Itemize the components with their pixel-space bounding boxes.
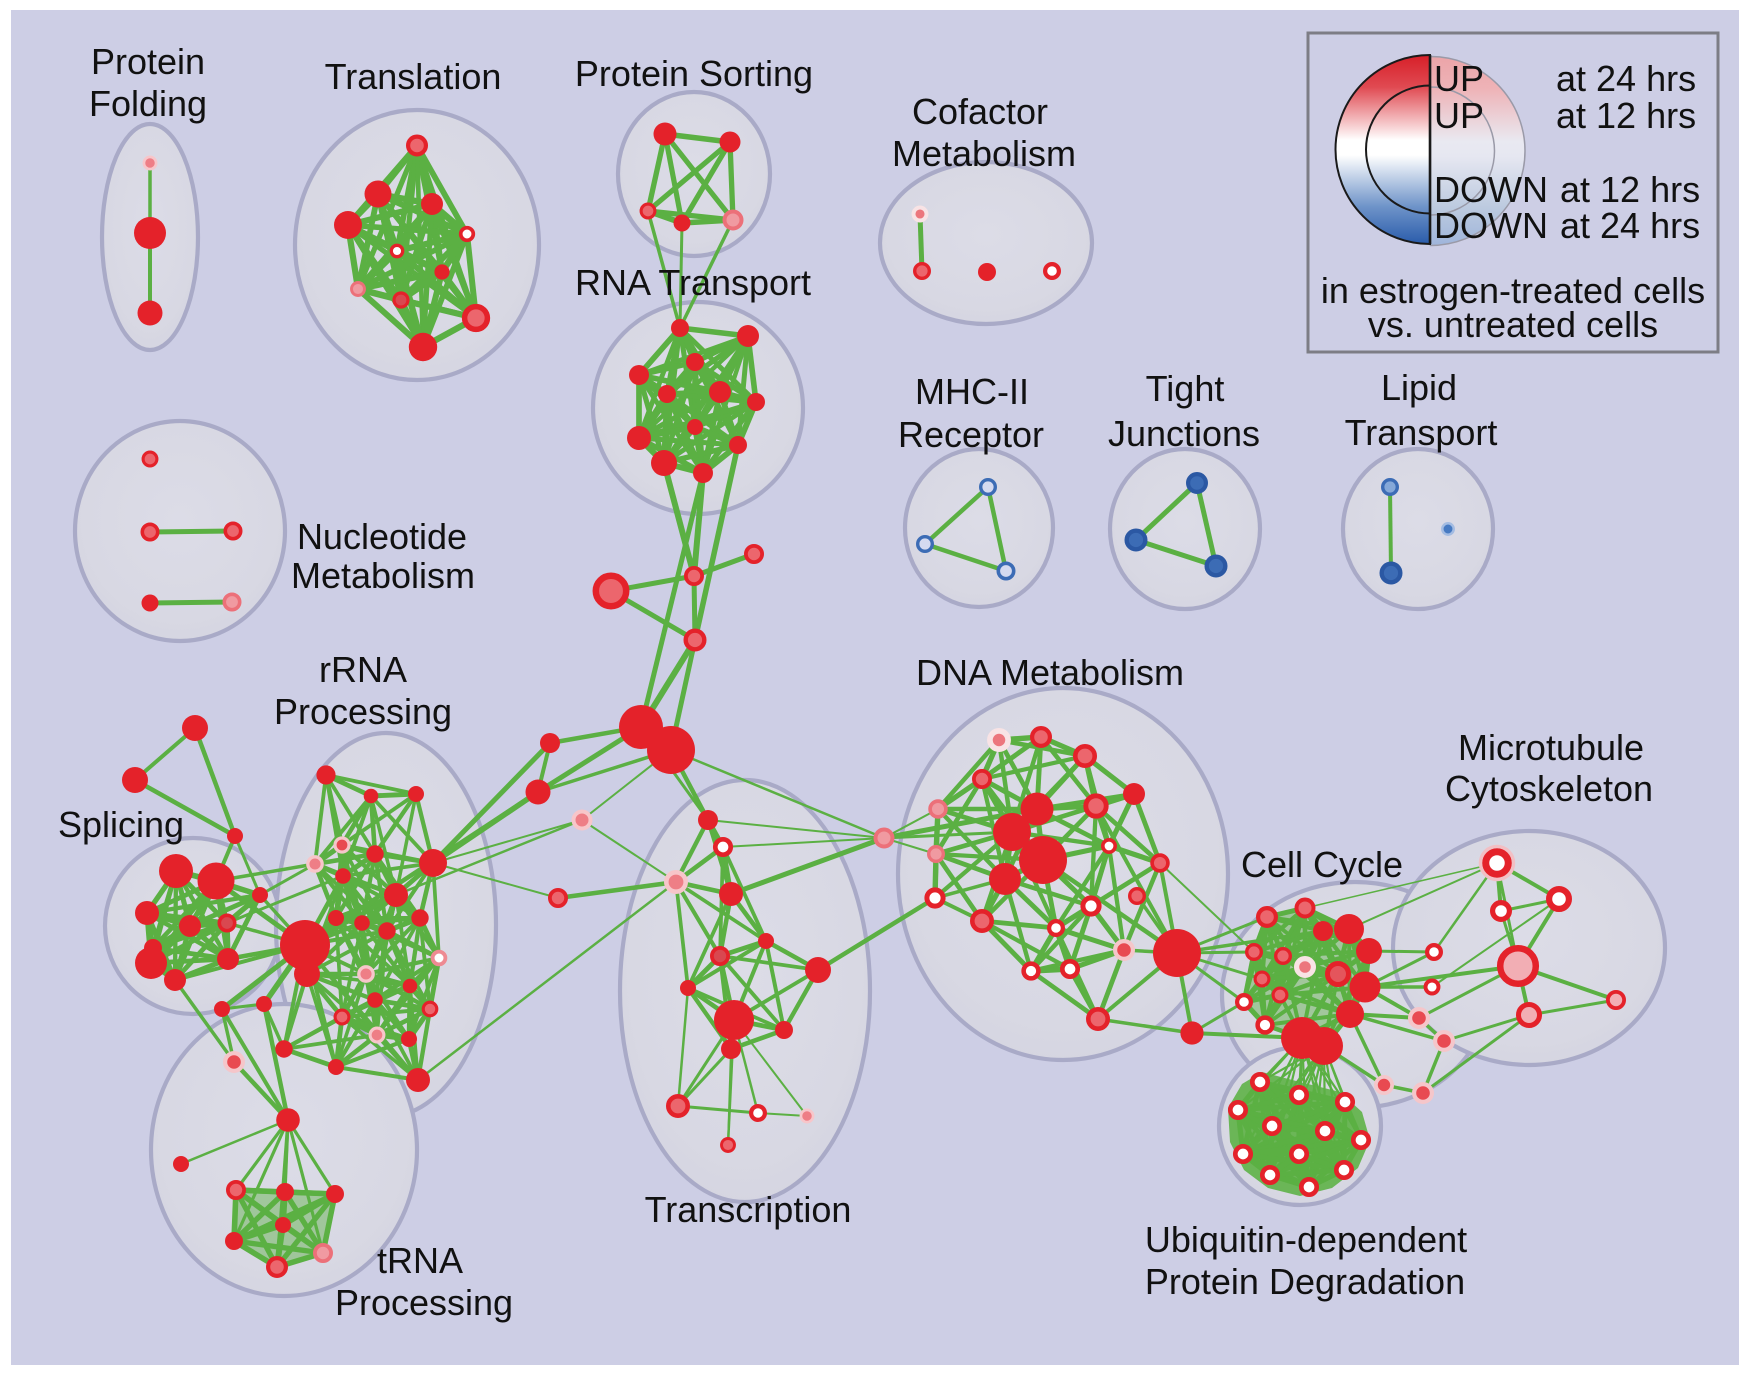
svg-text:UP: UP	[1434, 95, 1484, 136]
svg-text:Processing: Processing	[335, 1282, 513, 1323]
svg-text:DOWN: DOWN	[1434, 169, 1548, 210]
svg-text:Protein Degradation: Protein Degradation	[1145, 1261, 1465, 1302]
svg-text:at 24 hrs: at 24 hrs	[1556, 58, 1696, 99]
svg-text:in estrogen-treated cells: in estrogen-treated cells	[1321, 270, 1705, 311]
svg-text:Folding: Folding	[89, 83, 207, 124]
svg-text:Translation: Translation	[325, 56, 502, 97]
svg-text:Receptor: Receptor	[898, 414, 1044, 455]
svg-text:at 12 hrs: at 12 hrs	[1556, 95, 1696, 136]
svg-text:Protein Sorting: Protein Sorting	[575, 53, 813, 94]
svg-text:Cell Cycle: Cell Cycle	[1241, 844, 1403, 885]
svg-text:RNA Transport: RNA Transport	[575, 262, 811, 303]
svg-text:Nucleotide: Nucleotide	[297, 516, 467, 557]
svg-text:Cofactor: Cofactor	[912, 91, 1048, 132]
svg-text:Ubiquitin-dependent: Ubiquitin-dependent	[1145, 1219, 1467, 1260]
svg-text:Cytoskeleton: Cytoskeleton	[1445, 768, 1653, 809]
svg-text:Lipid: Lipid	[1381, 367, 1457, 408]
svg-text:Tight: Tight	[1146, 368, 1225, 409]
svg-text:Microtubule: Microtubule	[1458, 727, 1644, 768]
svg-text:Protein: Protein	[91, 41, 205, 82]
svg-text:rRNA: rRNA	[319, 649, 407, 690]
svg-text:tRNA: tRNA	[377, 1240, 463, 1281]
svg-text:MHC-II: MHC-II	[915, 371, 1029, 412]
svg-text:Splicing: Splicing	[58, 804, 184, 845]
svg-text:Metabolism: Metabolism	[892, 133, 1076, 174]
svg-text:Junctions: Junctions	[1108, 413, 1260, 454]
svg-text:at 24 hrs: at 24 hrs	[1560, 205, 1700, 246]
svg-text:Metabolism: Metabolism	[291, 555, 475, 596]
svg-text:vs. untreated cells: vs. untreated cells	[1368, 304, 1658, 345]
svg-text:DOWN: DOWN	[1434, 205, 1548, 246]
svg-text:Transcription: Transcription	[645, 1189, 852, 1230]
svg-text:at 12 hrs: at 12 hrs	[1560, 169, 1700, 210]
svg-text:Transport: Transport	[1345, 412, 1498, 453]
svg-text:DNA Metabolism: DNA Metabolism	[916, 652, 1184, 693]
svg-text:Processing: Processing	[274, 691, 452, 732]
svg-text:UP: UP	[1434, 58, 1484, 99]
